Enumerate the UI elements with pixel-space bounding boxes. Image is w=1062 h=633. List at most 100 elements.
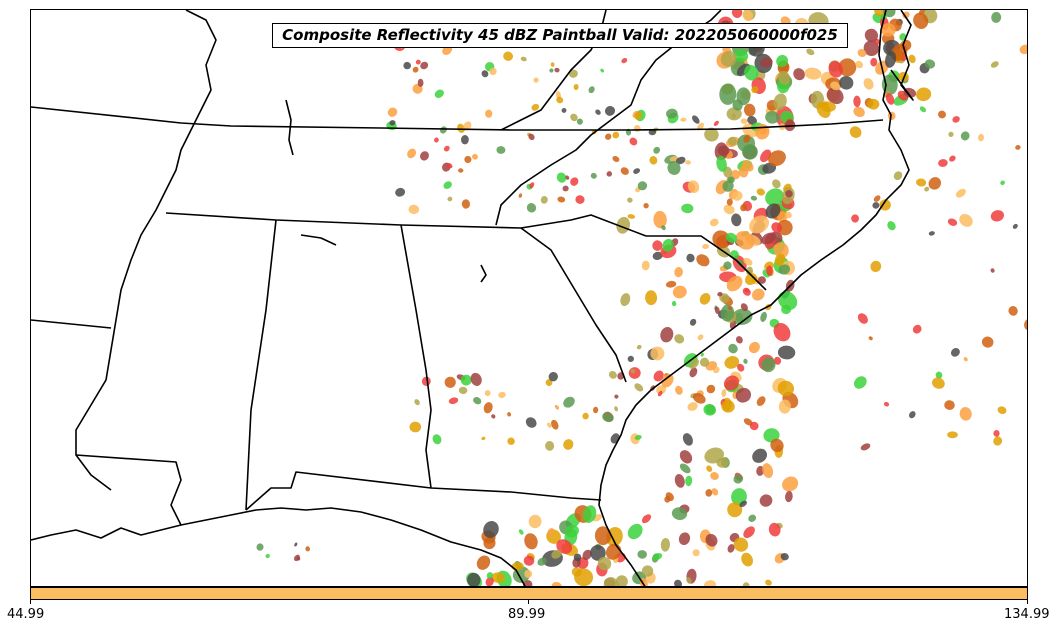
reflectivity-blob [563,396,575,408]
reflectivity-blob [717,145,730,156]
reflectivity-blob [636,344,642,350]
reflectivity-blob [748,341,760,354]
reflectivity-blob [634,434,642,440]
reflectivity-blob [395,187,406,197]
reflectivity-blob [588,86,595,94]
reflectivity-blob [653,210,667,229]
reflectivity-blob [839,75,854,90]
reflectivity-blob [675,156,686,165]
reflectivity-blob [777,345,796,360]
reflectivity-blob [674,474,685,488]
reflectivity-blob [420,61,429,70]
reflectivity-blob [732,191,743,201]
reflectivity-blob [912,324,922,334]
reflectivity-blob [485,577,494,586]
reflectivity-blob [735,231,755,250]
reflectivity-blob [872,202,880,209]
al-lake [300,234,337,246]
reflectivity-blob [990,268,995,273]
reflectivity-blob [909,411,916,419]
reflectivity-blob [773,356,782,365]
reflectivity-blob [997,406,1007,414]
reflectivity-blob [485,109,493,118]
colorbar-label-max: 134.99 [1004,607,1050,622]
reflectivity-blob [712,230,731,249]
reflectivity-blob [674,267,683,278]
reflectivity-blob [944,400,955,410]
reflectivity-blob [913,12,929,29]
reflectivity-blob [590,172,597,179]
reflectivity-blob [963,357,968,362]
ms-al-border [245,219,277,511]
reflectivity-blob [745,273,757,286]
reflectivity-blob [885,93,895,105]
reflectivity-blob [420,151,429,161]
reflectivity-blob [742,582,750,586]
reflectivity-blob [938,110,946,119]
reflectivity-blob [721,399,735,413]
reflectivity-paintball-layer [256,10,1027,586]
reflectivity-blob [879,199,891,211]
reflectivity-blob [806,48,815,56]
reflectivity-blob [938,159,948,167]
reflectivity-blob [887,221,896,231]
reflectivity-blob [537,557,547,566]
reflectivity-blob [661,373,674,388]
colorbar-tick-max [1027,600,1028,604]
reflectivity-blob [760,57,773,68]
reflectivity-blob [916,178,927,187]
reflectivity-blob [604,105,616,116]
reflectivity-blob [1024,318,1027,331]
reflectivity-blob [916,87,932,102]
reflectivity-blob [563,439,574,450]
map-panel: Composite Reflectivity 45 dBZ Paintball … [30,9,1028,587]
reflectivity-blob [523,555,535,566]
reflectivity-blob [868,336,873,341]
reflectivity-blob [853,106,865,118]
reflectivity-blob [720,50,737,67]
reflectivity-blob [773,242,789,259]
reflectivity-blob [733,49,749,63]
reflectivity-blob [556,96,564,104]
reflectivity-blob [765,188,785,207]
reflectivity-blob [747,116,757,125]
reflectivity-blob [575,195,585,204]
colorbar [30,587,1028,600]
reflectivity-blob [748,514,757,522]
reflectivity-blob [705,533,718,547]
map-title: Composite Reflectivity 45 dBZ Paintball … [272,23,848,48]
reflectivity-blob [959,213,973,227]
reflectivity-blob [731,10,743,18]
reflectivity-blob [1000,180,1005,186]
reflectivity-blob [620,293,631,307]
reflectivity-blob [699,357,710,367]
reflectivity-blob [525,417,537,428]
reflectivity-blob [689,359,700,369]
reflectivity-blob [716,457,729,468]
reflectivity-blob [630,368,636,374]
reflectivity-blob [756,396,766,406]
reflectivity-blob [765,579,772,586]
reflectivity-blob [706,384,716,394]
reflectivity-blob [853,376,867,389]
reflectivity-blob [491,572,505,583]
reflectivity-blob [947,218,958,226]
reflectivity-blob [766,265,773,276]
reflectivity-blob [733,537,749,552]
reflectivity-blob [681,203,694,214]
reflectivity-blob [780,553,789,561]
reflectivity-blob [294,542,298,547]
reflectivity-blob [463,121,472,131]
reflectivity-blob [627,355,634,363]
reflectivity-blob [853,95,861,108]
reflectivity-blob [674,334,685,344]
reflectivity-blob [595,109,601,115]
reflectivity-blob [680,117,687,122]
reflectivity-blob [993,430,1000,437]
reflectivity-blob [551,581,562,586]
colorbar-tick-min [30,600,31,604]
reflectivity-blob [606,171,613,177]
reflectivity-blob [774,253,786,267]
reflectivity-blob [687,180,700,193]
reflectivity-blob [660,326,674,343]
